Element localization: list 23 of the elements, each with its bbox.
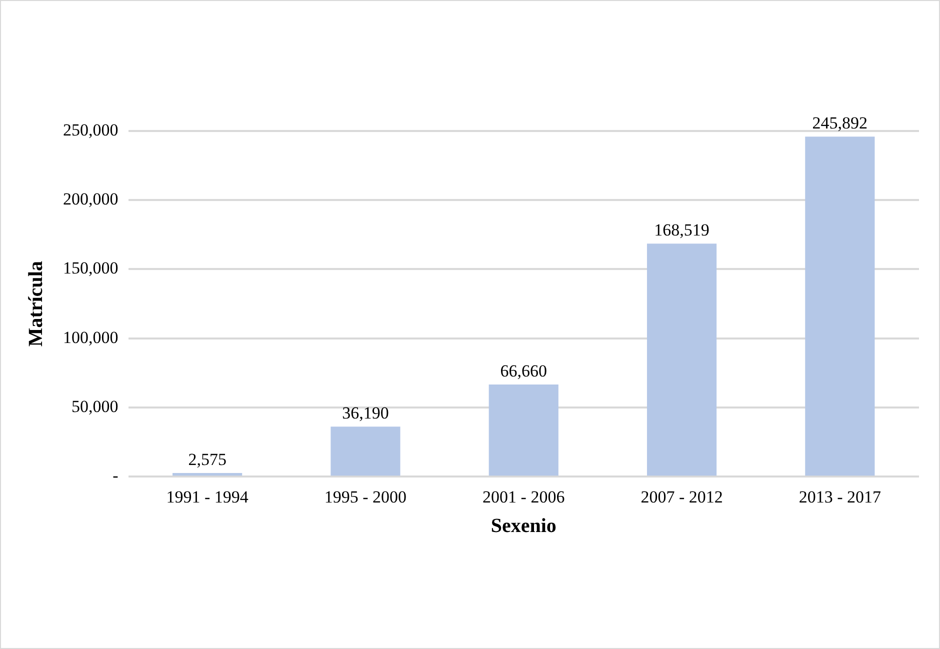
data-label: 36,190: [342, 404, 389, 423]
y-axis-title: Matrícula: [25, 261, 48, 347]
y-tick-label: 150,000: [63, 258, 118, 278]
x-tick-label: 2013 - 2017: [798, 487, 882, 506]
x-tick-label: 1995 - 2000: [324, 487, 407, 506]
bar: [805, 136, 875, 476]
x-tick-label: 1991 - 1994: [166, 487, 249, 506]
bar: [488, 384, 558, 476]
data-label: 168,519: [654, 220, 710, 240]
data-label: 245,892: [812, 114, 868, 133]
data-label: 66,660: [500, 361, 547, 380]
bar: [646, 244, 717, 476]
x-tick-label: 2001 - 2006: [482, 487, 565, 506]
bar: [172, 473, 242, 476]
y-tick-label: 50,000: [72, 396, 118, 416]
x-tick-label: 2007 - 2012: [640, 487, 723, 506]
y-tick-label: 250,000: [63, 120, 118, 140]
y-tick-label: 100,000: [63, 328, 118, 347]
y-tick-label: 200,000: [63, 190, 118, 209]
data-label: 2,575: [188, 450, 226, 470]
bar: [330, 426, 400, 476]
x-axis-title: Sexenio: [490, 515, 556, 538]
y-tick-label: -: [112, 466, 119, 486]
